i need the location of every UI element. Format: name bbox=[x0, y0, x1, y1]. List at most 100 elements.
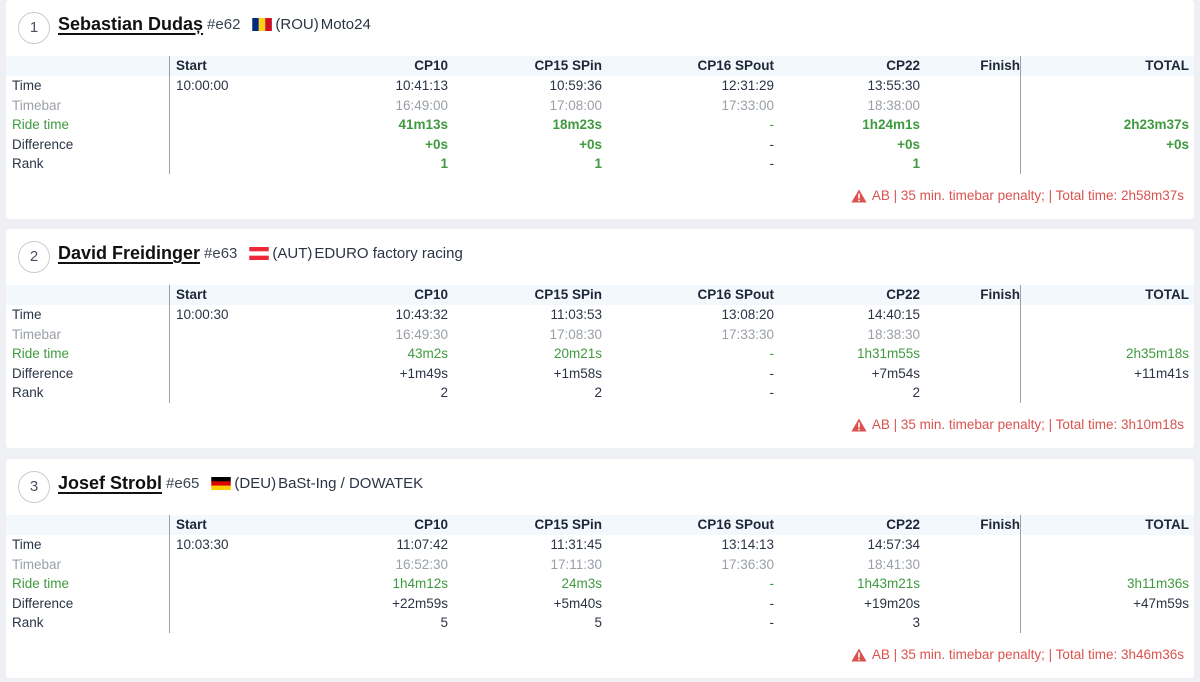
column-header: CP15 SPin bbox=[534, 58, 602, 73]
country-code: (AUT) bbox=[272, 245, 313, 262]
rank-cell: 1 bbox=[594, 156, 602, 171]
penalty-text: AB | 35 min. timebar penalty; | Total ti… bbox=[871, 188, 1184, 203]
row-label-timebar: Timebar bbox=[12, 97, 62, 113]
ride-time-cell: 24m3s bbox=[561, 576, 602, 591]
ride-time-cell: 43m2s bbox=[407, 346, 448, 361]
rank-cell: 1 bbox=[440, 156, 448, 171]
column-header: CP10 bbox=[414, 517, 448, 532]
penalty-text: AB | 35 min. timebar penalty; | Total ti… bbox=[871, 417, 1184, 432]
column-divider bbox=[1020, 56, 1021, 174]
rank-cell: - bbox=[769, 156, 775, 171]
column-header: Start bbox=[176, 58, 207, 73]
flag-icon bbox=[211, 477, 232, 490]
penalty-note: AB | 35 min. timebar penalty; | Total ti… bbox=[851, 417, 1184, 432]
timebar-cell: 16:52:30 bbox=[395, 556, 448, 572]
difference-cell: - bbox=[769, 595, 775, 611]
rank-cell: - bbox=[769, 615, 775, 630]
timebar-cell: 16:49:00 bbox=[395, 97, 448, 113]
time-cell: 13:08:20 bbox=[721, 307, 774, 322]
time-cell: 14:57:34 bbox=[867, 537, 920, 552]
team-name: BaSt-Ing / DOWATEK bbox=[278, 475, 424, 492]
difference-cell: +0s bbox=[897, 136, 920, 152]
ride-time-cell: 41m13s bbox=[398, 117, 448, 132]
column-divider bbox=[169, 56, 170, 174]
ride-time-cell: 1h43m21s bbox=[856, 576, 920, 591]
rank-cell: 1 bbox=[912, 156, 920, 171]
time-cell: 10:43:32 bbox=[395, 307, 448, 322]
bib-number: #e65 bbox=[166, 475, 200, 492]
row-label-ride-time: Ride time bbox=[12, 576, 70, 591]
ride-time-cell: 3h11m36s bbox=[1126, 576, 1189, 591]
rider-header: 3 Josef Strobl #e65 (DEU) BaSt-Ing / DOWATEK bbox=[6, 459, 1194, 511]
time-cell: 10:59:36 bbox=[549, 78, 602, 93]
ride-time-cell: - bbox=[769, 576, 775, 591]
rider-header: 2 David Freidinger #e63 (AUT) EDURO factory … bbox=[6, 229, 1194, 281]
column-header: CP22 bbox=[886, 58, 920, 73]
column-header: CP22 bbox=[886, 517, 920, 532]
rider-card: 2 David Freidinger #e63 (AUT) EDURO factory … bbox=[6, 229, 1194, 448]
column-header: Start bbox=[176, 287, 207, 302]
difference-cell: +22m59s bbox=[392, 595, 448, 611]
ride-time-cell: 2h35m18s bbox=[1125, 346, 1189, 361]
time-cell: 10:00:00 bbox=[176, 78, 229, 93]
row-label-difference: Difference bbox=[12, 365, 74, 381]
rider-card: 3 Josef Strobl #e65 (DEU) BaSt-Ing / DOWATEK… bbox=[6, 459, 1194, 678]
column-divider bbox=[1020, 515, 1021, 633]
column-header: CP22 bbox=[886, 287, 920, 302]
country-code: (DEU) bbox=[234, 475, 277, 492]
timebar-cell: 17:36:30 bbox=[721, 556, 774, 572]
time-cell: 11:03:53 bbox=[550, 307, 602, 322]
ride-time-cell: 1h24m1s bbox=[862, 117, 920, 132]
rider-header: 1 Sebastian Dudaș #e62 (ROU) Moto24 bbox=[6, 0, 1194, 52]
column-divider bbox=[169, 285, 170, 403]
difference-cell: - bbox=[769, 136, 775, 152]
flag-icon bbox=[252, 18, 273, 31]
rider-title: David Freidinger #e63 (AUT) EDURO factory r… bbox=[58, 243, 463, 264]
row-label-time: Time bbox=[12, 78, 42, 93]
column-header: TOTAL bbox=[1145, 58, 1189, 73]
column-header: CP10 bbox=[414, 287, 448, 302]
column-header: CP15 SPin bbox=[534, 517, 602, 532]
ride-time-cell: 1h4m12s bbox=[392, 576, 448, 591]
rank-cell: 5 bbox=[594, 615, 602, 630]
difference-cell: +0s bbox=[579, 136, 602, 152]
time-cell: 10:00:30 bbox=[176, 307, 229, 322]
time-cell: 14:40:15 bbox=[867, 307, 920, 322]
column-header: Start bbox=[176, 517, 207, 532]
column-header: Finish bbox=[980, 517, 1020, 532]
column-header: CP15 SPin bbox=[534, 287, 602, 302]
row-label-ride-time: Ride time bbox=[12, 346, 70, 361]
warning-icon bbox=[851, 418, 867, 431]
timebar-cell: 17:11:30 bbox=[550, 556, 602, 572]
column-header: Finish bbox=[980, 58, 1020, 73]
table-body-band bbox=[6, 305, 1194, 405]
rider-title: Sebastian Dudaș #e62 (ROU) Moto24 bbox=[58, 14, 371, 35]
ride-time-cell: - bbox=[769, 346, 775, 361]
timebar-cell: 17:08:30 bbox=[549, 326, 602, 342]
row-label-rank: Rank bbox=[12, 385, 44, 400]
timebar-cell: 17:08:00 bbox=[549, 97, 602, 113]
difference-cell: +1m49s bbox=[399, 365, 448, 381]
bib-number: #e62 bbox=[207, 16, 241, 33]
timebar-cell: 17:33:00 bbox=[721, 97, 774, 113]
rider-name-link[interactable]: Sebastian Dudaș bbox=[58, 14, 204, 34]
rider-name-link[interactable]: Josef Strobl bbox=[58, 473, 163, 493]
penalty-text: AB | 35 min. timebar penalty; | Total ti… bbox=[871, 647, 1184, 662]
difference-cell: +11m41s bbox=[1134, 365, 1189, 381]
bib-number: #e63 bbox=[204, 245, 238, 262]
difference-cell: +0s bbox=[425, 136, 448, 152]
time-cell: 12:31:29 bbox=[721, 78, 774, 93]
difference-cell: +7m54s bbox=[871, 365, 920, 381]
column-header: TOTAL bbox=[1145, 517, 1189, 532]
penalty-note: AB | 35 min. timebar penalty; | Total ti… bbox=[851, 647, 1184, 662]
timebar-cell: 18:38:00 bbox=[867, 97, 920, 113]
position-badge: 2 bbox=[18, 241, 50, 273]
timebar-cell: 17:33:30 bbox=[721, 326, 774, 342]
penalty-note: AB | 35 min. timebar penalty; | Total ti… bbox=[851, 188, 1184, 203]
ride-time-cell: 2h23m37s bbox=[1123, 117, 1189, 132]
rider-title: Josef Strobl #e65 (DEU) BaSt-Ing / DOWATEK bbox=[58, 473, 423, 494]
rider-name-link[interactable]: David Freidinger bbox=[58, 243, 201, 263]
team-name: EDURO factory racing bbox=[314, 245, 463, 262]
table-body-band bbox=[6, 76, 1194, 176]
table-header-band bbox=[6, 515, 1194, 535]
